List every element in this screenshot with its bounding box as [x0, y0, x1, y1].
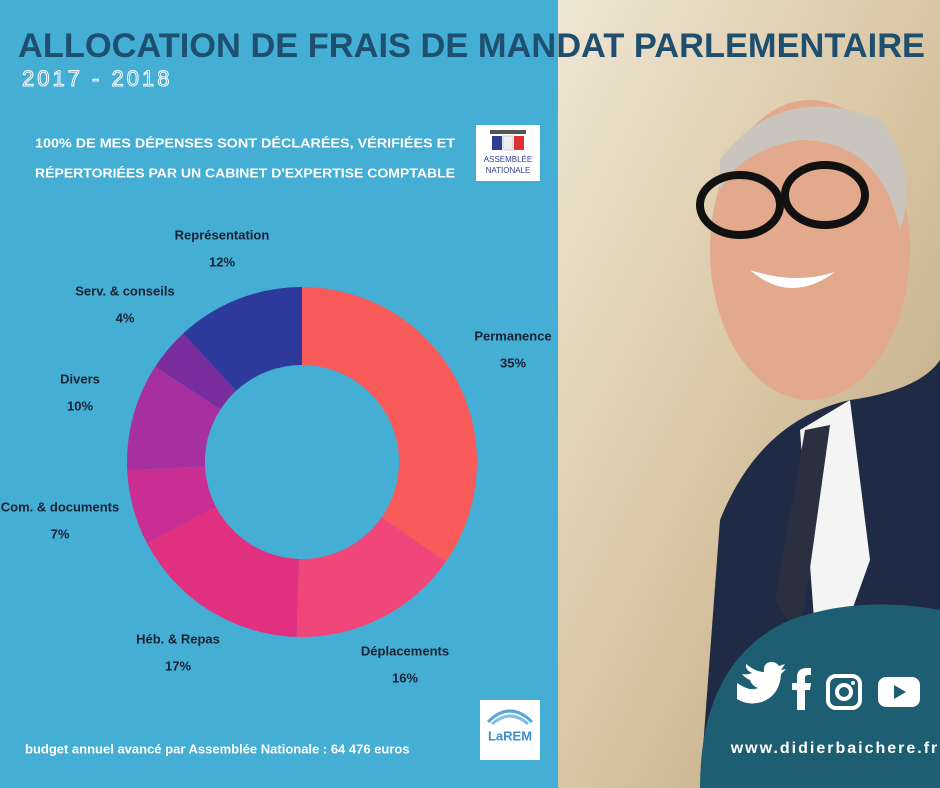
facebook-icon[interactable] [792, 668, 811, 710]
left-panel [0, 0, 558, 788]
social-icons [737, 662, 920, 710]
donut-slice [302, 287, 477, 562]
slice-label: Divers [60, 371, 100, 386]
note-line: 100% DE MES DÉPENSES SONT DÉCLARÉES, VÉR… [35, 135, 455, 150]
note-line: RÉPERTORIÉES PAR UN CABINET D'EXPERTISE … [35, 165, 455, 180]
youtube-icon[interactable] [878, 677, 920, 707]
slice-label: Déplacements [361, 643, 449, 658]
social-panel [700, 604, 940, 788]
slice-label: Héb. & Repas [136, 631, 220, 646]
chart-subtitle: 2017 - 2018 [22, 66, 172, 91]
footer: budget annuel avancé par Assemblée Natio… [25, 741, 410, 756]
chart-title: ALLOCATION DE FRAIS DE MANDAT PARLEMENTA… [18, 27, 925, 65]
instagram-icon[interactable] [826, 674, 862, 710]
larem-logo: LaREM [480, 700, 540, 760]
donut-slice [127, 466, 217, 544]
donut-slice [127, 366, 221, 471]
logo-text: NATIONALE [486, 166, 531, 175]
slice-value-label: 16% [392, 670, 418, 685]
slice-value-label: 12% [209, 254, 235, 269]
donut-slice [155, 333, 237, 410]
slice-label: Serv. & conseils [75, 283, 174, 298]
website[interactable]: www.didierbaichere.fr [730, 740, 940, 757]
slice-label: Com. & documents [1, 499, 119, 514]
slice-value-label: 7% [51, 526, 70, 541]
logo-text: LaREM [488, 728, 532, 743]
slice-value-label: 4% [116, 310, 135, 325]
slice-label: Représentation [175, 227, 270, 242]
logo-text: ASSEMBLÉE [484, 155, 532, 164]
slice-value-label: 35% [500, 355, 526, 370]
donut [127, 287, 477, 637]
donut-slice [296, 517, 446, 637]
slice-label: Permanence [474, 328, 551, 343]
slice-value-label: 10% [67, 398, 93, 413]
slice-value-label: 17% [165, 658, 191, 673]
donut-slice [183, 287, 302, 391]
assemblee-logo: ASSEMBLÉE NATIONALE [476, 125, 540, 181]
donut-slice [146, 506, 299, 637]
twitter-icon[interactable] [737, 662, 786, 704]
